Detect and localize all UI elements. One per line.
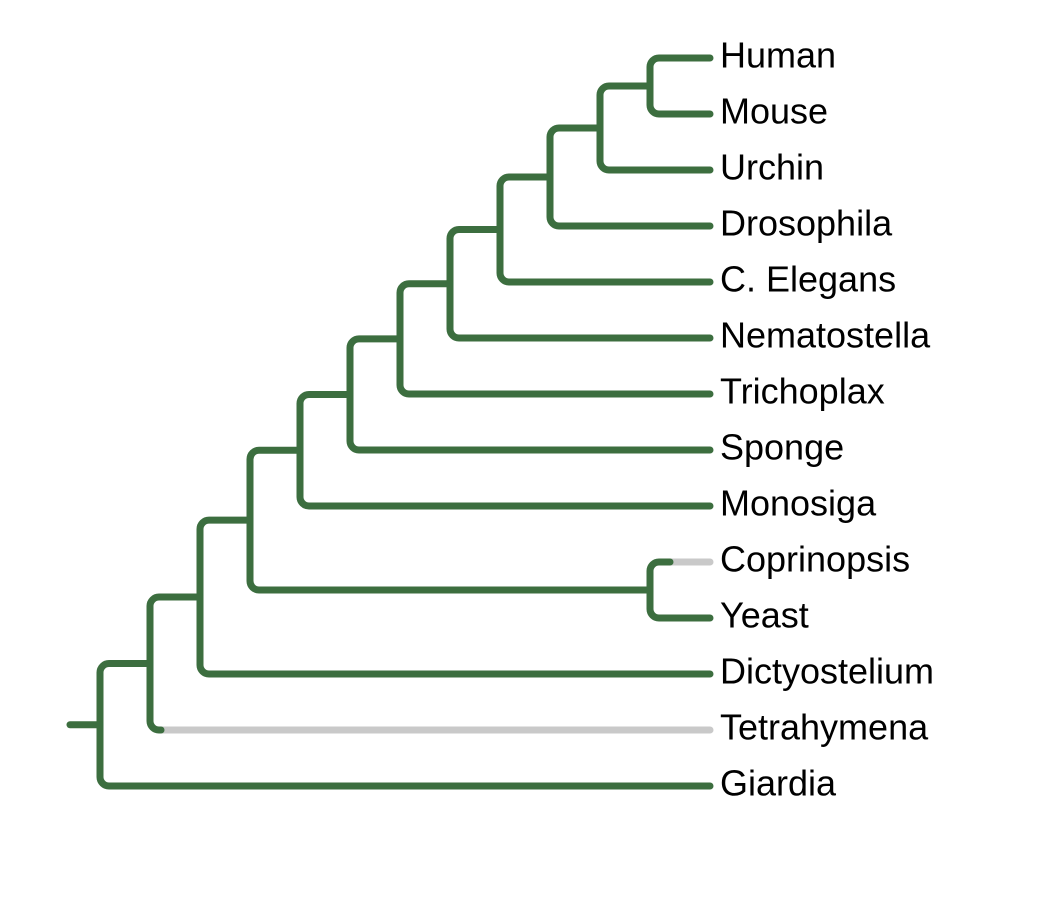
leaf-label: Monosiga bbox=[720, 483, 877, 524]
leaf-label: Sponge bbox=[720, 427, 844, 468]
leaf-label: Mouse bbox=[720, 91, 828, 132]
leaf-label: Urchin bbox=[720, 147, 824, 188]
leaf-label: Dictyostelium bbox=[720, 651, 934, 692]
leaf-label: C. Elegans bbox=[720, 259, 896, 300]
leaf-label: Yeast bbox=[720, 595, 809, 636]
phylogenetic-tree: Human Mouse Urchin Drosophila C. Elegans Nema… bbox=[0, 0, 1049, 900]
leaf-label: Giardia bbox=[720, 763, 837, 804]
leaf-label: Trichoplax bbox=[720, 371, 885, 412]
leaf-label: Nematostella bbox=[720, 315, 931, 356]
leaf-label: Drosophila bbox=[720, 203, 893, 244]
leaf-label: Coprinopsis bbox=[720, 539, 910, 580]
leaf-label: Tetrahymena bbox=[720, 707, 929, 748]
leaf-label: Human bbox=[720, 35, 836, 76]
